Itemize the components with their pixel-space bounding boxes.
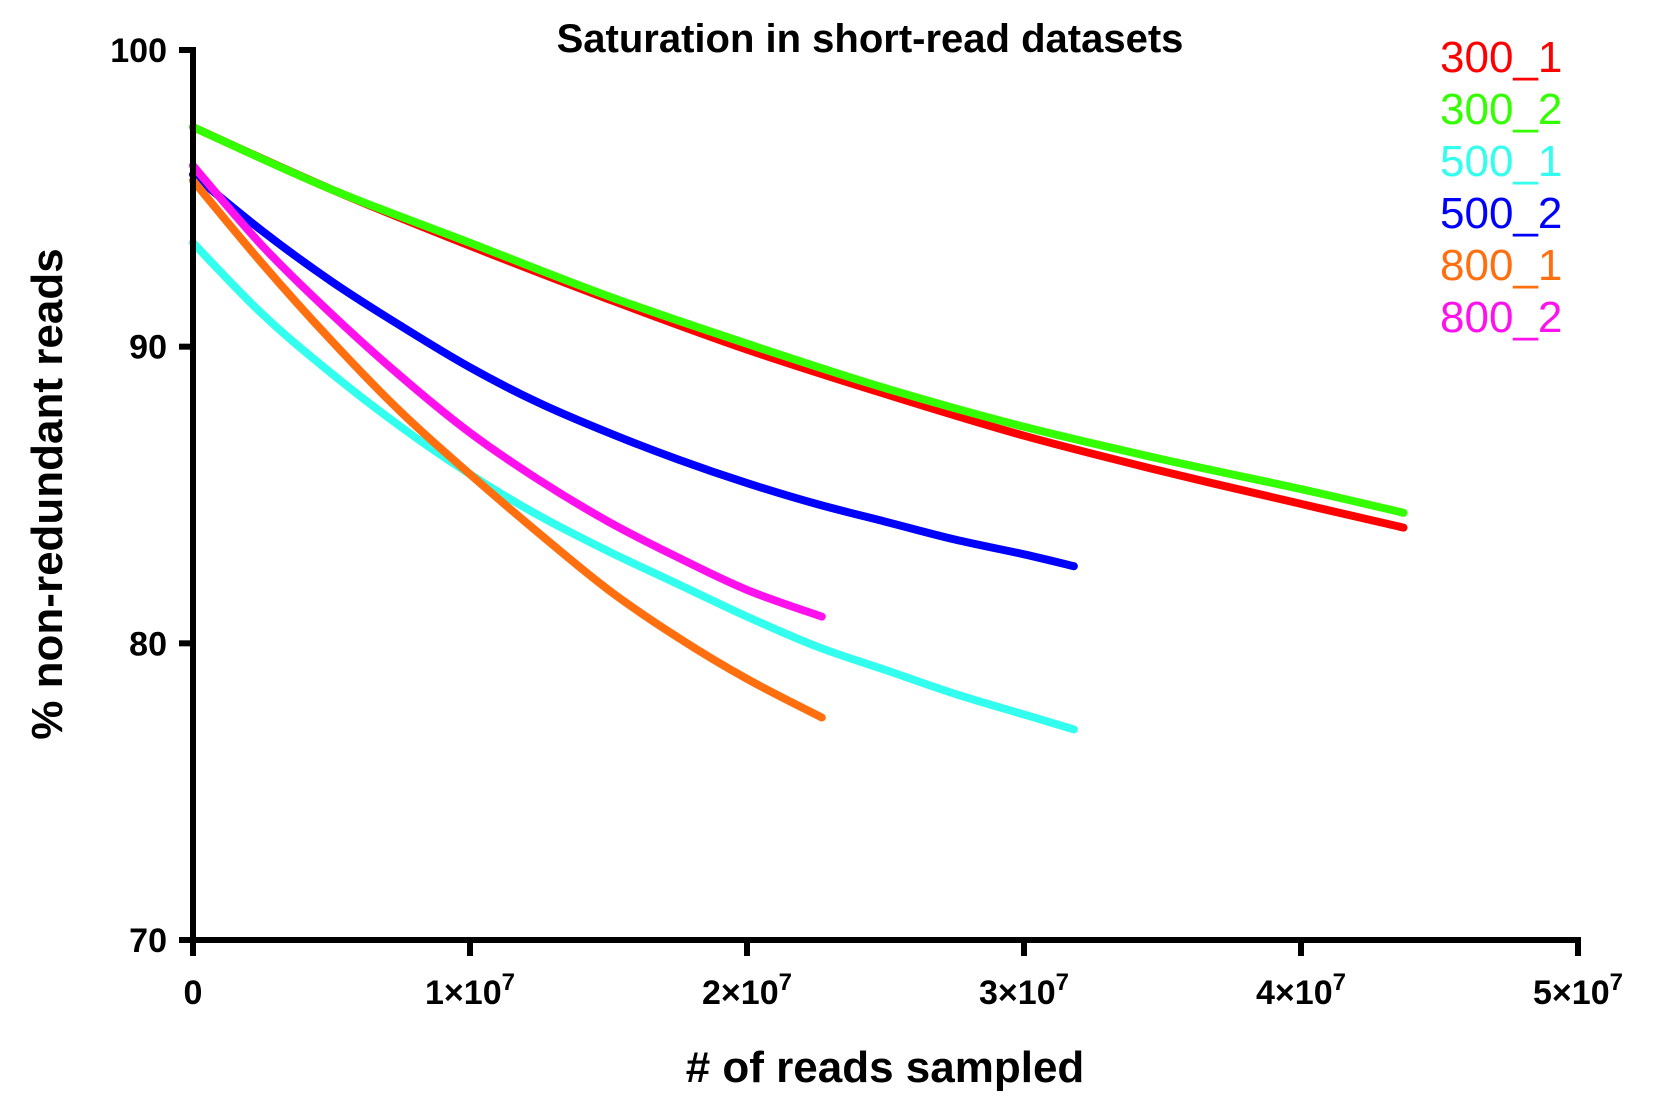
- x-tick-mantissa: 0: [184, 974, 203, 1012]
- series-line-300-1: [189, 123, 1408, 532]
- x-axis-label: # of reads sampled: [686, 1043, 1085, 1092]
- legend-entry-300-1: 300_1: [1440, 33, 1562, 82]
- x-tick-label: 5×107: [1533, 969, 1623, 1012]
- x-tick-mantissa: 4×10: [1256, 974, 1333, 1012]
- y-tick-label: 70: [129, 922, 167, 960]
- series-line-500-1: [189, 238, 1078, 734]
- x-tick-label: 1×107: [425, 969, 515, 1012]
- legend-entry-500-1: 500_1: [1440, 137, 1562, 186]
- series-line-500-2: [189, 170, 1078, 571]
- x-tick-label: 3×107: [979, 969, 1069, 1012]
- x-tick-label: 2×107: [702, 969, 792, 1012]
- x-tick-mantissa: 3×10: [979, 974, 1056, 1012]
- x-tick-exponent: 7: [1333, 969, 1346, 996]
- series-line-800-1: [189, 176, 826, 722]
- x-tick-mantissa: 1×10: [425, 974, 502, 1012]
- legend-entry-800-1: 800_1: [1440, 241, 1562, 290]
- x-tick-label: 4×107: [1256, 969, 1346, 1012]
- y-axis-label: % non-redundant reads: [23, 248, 72, 739]
- series-layer: [189, 123, 1408, 734]
- series-line-800-2: [189, 161, 826, 621]
- x-tick-exponent: 7: [502, 969, 515, 996]
- y-tick-label: 80: [129, 625, 167, 663]
- legend-entry-300-2: 300_2: [1440, 85, 1562, 134]
- x-tick-mantissa: 2×10: [702, 974, 779, 1012]
- y-tick-label: 100: [110, 32, 167, 70]
- legend-entry-800-2: 800_2: [1440, 293, 1562, 342]
- y-tick-label: 90: [129, 329, 167, 367]
- x-tick-label: 0: [184, 974, 203, 1012]
- y-ticks: 70 80 90 100: [110, 32, 193, 960]
- x-tick-exponent: 7: [1610, 969, 1623, 996]
- legend-entry-500-2: 500_2: [1440, 189, 1562, 238]
- series-line-300-2: [189, 123, 1408, 517]
- x-ticks: 0 1×107 2×107 3×107 4×107 5×107: [184, 940, 1623, 1012]
- x-tick-exponent: 7: [779, 969, 792, 996]
- x-tick-mantissa: 5×10: [1533, 974, 1610, 1012]
- chart-title: Saturation in short-read datasets: [557, 17, 1184, 61]
- x-tick-exponent: 7: [1056, 969, 1069, 996]
